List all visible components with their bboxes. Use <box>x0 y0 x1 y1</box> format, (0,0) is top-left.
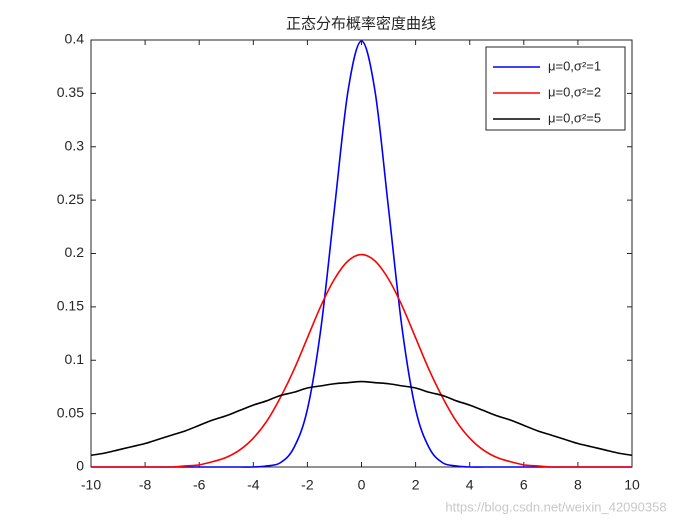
legend-label: μ=0,σ²=2 <box>548 84 601 99</box>
x-tick-label: -4 <box>247 477 260 493</box>
legend-label: μ=0,σ²=5 <box>548 110 601 125</box>
legend-label: μ=0,σ²=1 <box>548 58 601 73</box>
y-tick-label: 0.2 <box>65 244 85 260</box>
x-tick-label: -6 <box>193 477 206 493</box>
y-tick-label: 0.25 <box>57 191 84 207</box>
y-tick-label: 0.3 <box>65 137 85 153</box>
x-tick-label: 2 <box>412 477 420 493</box>
x-tick-label: 6 <box>520 477 528 493</box>
x-tick-label: -10 <box>81 477 101 493</box>
y-tick-label: 0.15 <box>57 298 84 314</box>
line-series <box>90 253 632 468</box>
watermark: https://blog.csdn.net/weixin_42090358 <box>445 499 666 514</box>
y-tick-label: 0.4 <box>65 31 85 47</box>
y-tick-label: 0.35 <box>57 84 84 100</box>
x-tick-label: 10 <box>624 477 640 493</box>
y-tick-label: 0.05 <box>57 404 84 420</box>
y-tick-label: 0 <box>76 458 84 474</box>
x-tick-label: 0 <box>358 477 366 493</box>
chart-title: 正态分布概率密度曲线 <box>286 15 436 33</box>
legend-box <box>485 46 626 131</box>
line-series <box>90 380 633 457</box>
x-tick-label: 4 <box>466 477 474 493</box>
legend: μ=0,σ²=1 μ=0,σ²=2 μ=0,σ²=5 <box>485 46 626 131</box>
x-tick-label: 8 <box>574 477 582 493</box>
x-tick-label: -8 <box>139 477 152 493</box>
x-tick-label: -2 <box>301 477 314 493</box>
line-series <box>90 40 632 468</box>
y-tick-label: 0.1 <box>65 351 85 367</box>
